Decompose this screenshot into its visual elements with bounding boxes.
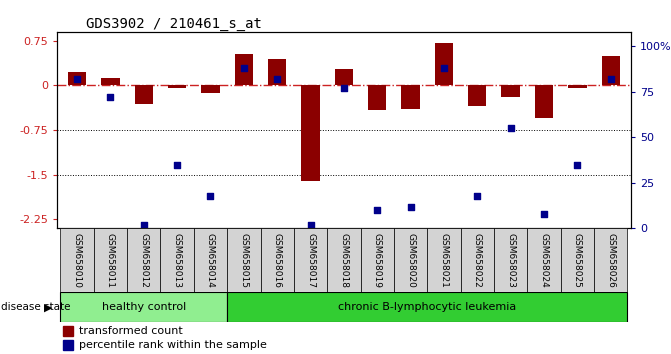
Point (105, 95, 116, 100)
Text: GSM658023: GSM658023 (506, 233, 515, 288)
Point (172, 162, 183, 167)
Text: GSM658011: GSM658011 (106, 233, 115, 289)
Point (572, 162, 582, 167)
Bar (227, 292, 627, 322)
Bar (435, 42, 453, 85)
Text: transformed count: transformed count (79, 326, 183, 336)
Text: healthy control: healthy control (101, 302, 186, 312)
Point (205, 193, 216, 198)
Text: GSM658013: GSM658013 (172, 233, 182, 289)
Text: GSM658016: GSM658016 (272, 233, 282, 289)
Bar (135, 85, 153, 104)
Bar (260, 228, 294, 292)
Bar (427, 228, 460, 292)
Text: GSM658018: GSM658018 (340, 233, 348, 289)
Point (338, 85, 349, 91)
Point (238, 65, 249, 71)
Bar (368, 85, 386, 110)
Point (138, 222, 149, 228)
Point (539, 211, 550, 217)
Text: GSM658021: GSM658021 (440, 233, 448, 288)
Text: GDS3902 / 210461_s_at: GDS3902 / 210461_s_at (86, 17, 262, 31)
Bar (127, 228, 160, 292)
Point (439, 65, 450, 71)
Bar (63, 340, 73, 350)
Bar (602, 56, 620, 85)
Bar (494, 228, 527, 292)
Bar (460, 228, 494, 292)
Bar (568, 85, 586, 88)
Bar (301, 85, 319, 181)
Point (605, 76, 616, 82)
Text: GSM658019: GSM658019 (373, 233, 382, 289)
Bar (401, 85, 420, 109)
Bar (594, 228, 627, 292)
Point (272, 76, 282, 82)
Bar (535, 85, 553, 118)
Point (472, 193, 482, 198)
Point (305, 222, 316, 228)
Text: disease state: disease state (1, 302, 71, 312)
Point (72, 76, 83, 82)
Text: chronic B-lymphocytic leukemia: chronic B-lymphocytic leukemia (338, 302, 517, 312)
Point (372, 207, 382, 213)
Text: ▶: ▶ (44, 302, 52, 312)
Bar (235, 55, 253, 85)
Bar (327, 228, 360, 292)
Text: GSM658017: GSM658017 (306, 233, 315, 289)
Bar (527, 228, 561, 292)
Bar (63, 326, 73, 336)
Bar (335, 69, 353, 85)
Bar (227, 228, 260, 292)
Bar (268, 59, 287, 85)
Text: GSM658015: GSM658015 (240, 233, 248, 289)
Bar (68, 72, 86, 85)
Bar (468, 85, 486, 106)
Bar (501, 85, 520, 97)
Bar (60, 228, 94, 292)
Text: percentile rank within the sample: percentile rank within the sample (79, 340, 266, 350)
Text: GSM658020: GSM658020 (406, 233, 415, 288)
Text: GSM658010: GSM658010 (72, 233, 82, 289)
Bar (394, 228, 427, 292)
Bar (60, 292, 227, 322)
Point (505, 125, 516, 131)
Bar (561, 228, 594, 292)
Text: GSM658025: GSM658025 (573, 233, 582, 288)
Text: GSM658022: GSM658022 (473, 233, 482, 288)
Bar (168, 85, 187, 88)
Text: GSM658024: GSM658024 (539, 233, 548, 288)
Text: GSM658014: GSM658014 (206, 233, 215, 288)
Bar (201, 85, 219, 93)
Bar (101, 78, 119, 85)
Bar (160, 228, 194, 292)
Text: GSM658012: GSM658012 (140, 233, 148, 288)
Point (405, 204, 416, 209)
Bar (360, 228, 394, 292)
Bar (194, 228, 227, 292)
Bar (94, 228, 127, 292)
Bar (294, 228, 327, 292)
Text: GSM658026: GSM658026 (606, 233, 615, 288)
